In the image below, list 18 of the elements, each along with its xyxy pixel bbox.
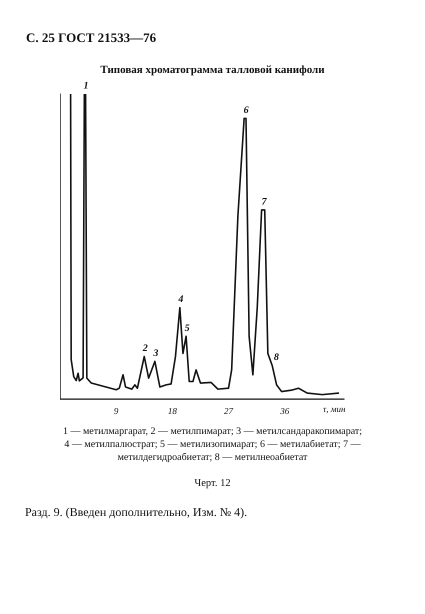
x-axis-title: τ, мин <box>323 404 346 414</box>
text: Черт. 12 <box>193 478 232 489</box>
x-tick-label: 36 <box>279 406 290 416</box>
text: С. 25 ГОСТ 21533—76 <box>26 30 156 46</box>
annotation: 8 <box>274 352 279 364</box>
x-tick-label: 9 <box>114 406 119 416</box>
x-tick-label: 18 <box>168 406 178 416</box>
annotation: 5 <box>184 322 190 334</box>
annotation: 7 <box>262 196 268 208</box>
chart-title: Типовая хроматограмма талловой канифоли <box>99 64 326 76</box>
annotation: 1 <box>83 80 88 92</box>
annotation: 6 <box>244 104 249 116</box>
annotation: 4 <box>177 294 184 306</box>
x-tick-label: 27 <box>224 406 234 416</box>
annotation: 2 <box>142 343 148 354</box>
annotation: 3 <box>152 348 158 359</box>
text: Разд. 9. (Введен дополнительно, Изм. № 4). <box>25 505 248 520</box>
text: 1 — метилмаргарат, 2 — метилпимарат; 3 — метилсандаракопимарат; 4 — метилпалюстрат; 5 — метилизопимарат; 6 — метилабиетат; 7 — метилдегидроабиетат; 8 — метилнеоабиетат <box>62 425 362 464</box>
